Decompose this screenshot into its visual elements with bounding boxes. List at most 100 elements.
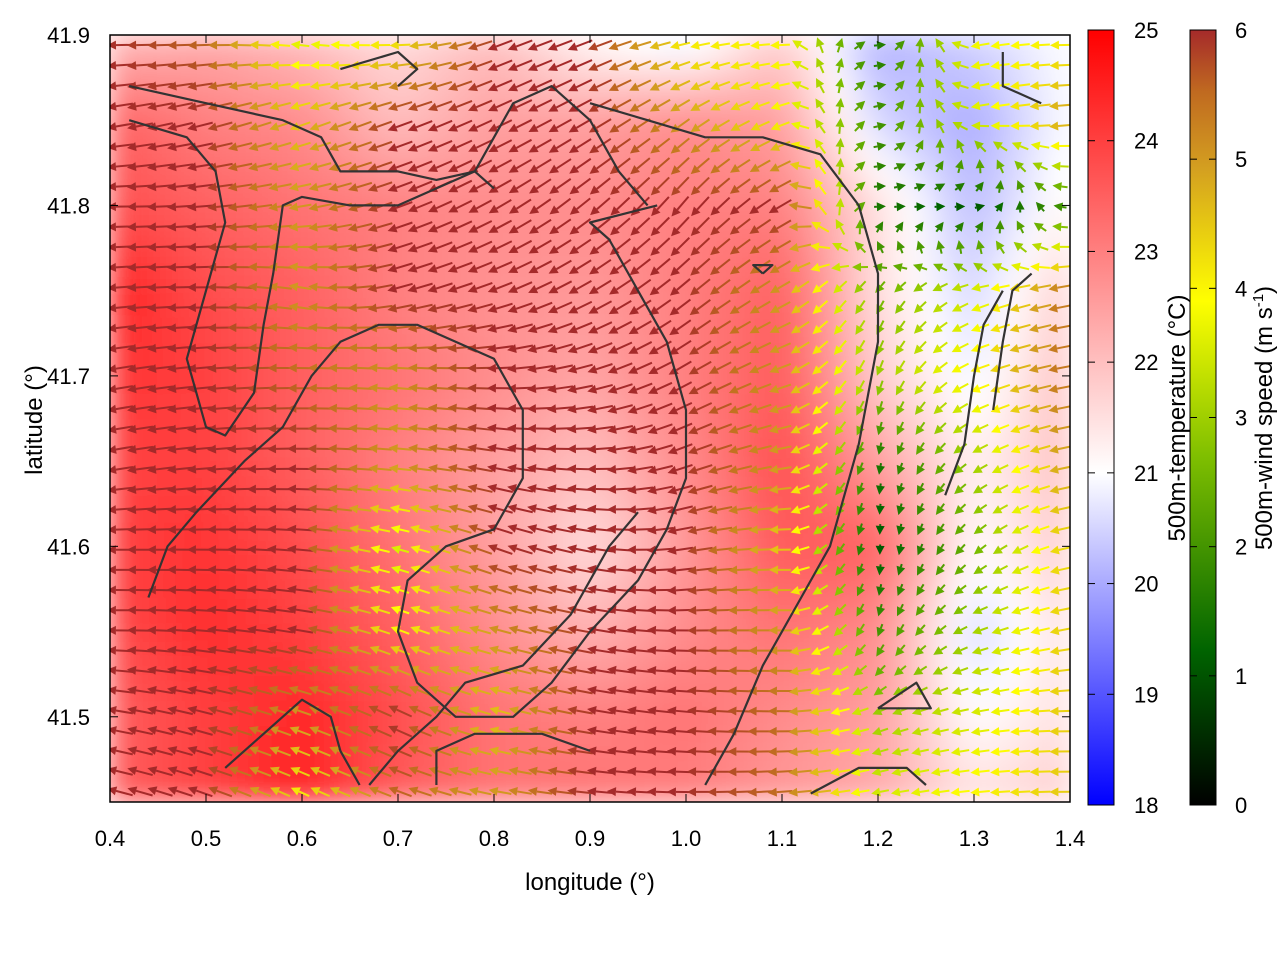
wind-arrow-shaft <box>1038 750 1051 753</box>
heatmap-cell <box>325 238 351 267</box>
heatmap-cell <box>805 391 831 420</box>
wind-arrow-shaft <box>879 442 883 447</box>
heatmap-cell <box>589 673 615 701</box>
heatmap-cell <box>181 187 207 215</box>
heatmap-cell <box>949 110 975 139</box>
heatmap-cell <box>709 673 735 701</box>
heatmap-cell <box>157 136 183 164</box>
heatmap-cell <box>277 289 303 318</box>
heatmap-cell <box>757 724 783 752</box>
heatmap-cell <box>1045 136 1070 164</box>
heatmap-cell <box>901 85 927 113</box>
heatmap-cell <box>901 443 927 471</box>
heatmap-cell <box>1021 673 1047 701</box>
wind-arrow-shaft <box>899 523 903 527</box>
heatmap-cell <box>1021 161 1047 190</box>
wind-arrow-shaft <box>979 769 990 773</box>
heatmap-cell <box>469 289 495 318</box>
heatmap-cell <box>877 289 903 318</box>
heatmap-cell <box>205 35 231 62</box>
heatmap-cell <box>589 468 615 497</box>
wind-arrow-shaft <box>277 265 292 269</box>
heatmap-cell <box>277 468 303 497</box>
heatmap-cell <box>205 136 231 164</box>
heatmap-cell <box>781 391 807 420</box>
heatmap-cell <box>613 519 639 548</box>
heatmap-cell <box>853 570 879 599</box>
wind-arrow-head <box>167 786 178 795</box>
heatmap-cell <box>829 570 855 599</box>
heatmap-cell <box>901 315 927 343</box>
wind-arrow-shaft <box>1018 729 1030 733</box>
wind-arrow-shaft <box>536 790 553 795</box>
heatmap-cell <box>925 622 951 650</box>
wind-arrow-shaft <box>859 563 864 568</box>
heatmap-cell <box>925 136 951 164</box>
heatmap-cell <box>493 570 519 599</box>
heatmap-cell <box>229 35 255 62</box>
heatmap-cell <box>685 673 711 701</box>
heatmap-cell <box>901 366 927 394</box>
heatmap-cell <box>229 187 255 215</box>
heatmap-cell <box>205 468 231 497</box>
heatmap-cell <box>901 35 927 62</box>
heatmap-cell <box>685 212 711 241</box>
wind-arrow-head <box>270 787 281 796</box>
heatmap-cell <box>517 622 543 650</box>
wind-arrow-shaft <box>1018 790 1031 793</box>
wind-arrow-shaft <box>959 789 970 793</box>
heatmap-cell <box>421 519 447 548</box>
heatmap-cell <box>925 187 951 215</box>
heatmap-cell <box>565 391 591 420</box>
heatmap-cell <box>565 110 591 139</box>
heatmap-cell <box>757 59 783 88</box>
wind-arrow-shaft <box>1019 709 1030 713</box>
wind-arrow-shaft <box>436 790 452 797</box>
wind-arrow <box>187 786 213 798</box>
heatmap-cell <box>709 775 735 802</box>
heatmap-cell <box>757 775 783 802</box>
heatmap-cell <box>517 570 543 599</box>
heatmap-cell <box>277 673 303 701</box>
heatmap-cell <box>205 775 231 802</box>
wind-arrow-shaft <box>175 789 193 797</box>
plot-area <box>110 35 1070 802</box>
heatmap-cell <box>445 468 471 497</box>
heatmap-cell <box>637 673 663 701</box>
wind-arrow-head <box>349 786 360 796</box>
wind-arrow-head <box>110 786 118 796</box>
heatmap-cell <box>781 519 807 548</box>
heatmap-cell <box>1045 622 1070 650</box>
heatmap-cell <box>325 519 351 548</box>
heatmap-cell <box>709 340 735 369</box>
heatmap-cell <box>997 673 1023 701</box>
wind-arrow-shaft <box>899 482 903 487</box>
heatmap-cell <box>853 35 879 62</box>
heatmap-cell <box>397 494 423 522</box>
wind-arrow-shaft <box>377 447 392 451</box>
wind-arrow-shaft <box>999 729 1010 733</box>
heatmap-cell <box>997 443 1023 471</box>
heatmap-cell <box>805 238 831 267</box>
heatmap-cell <box>637 775 663 802</box>
heatmap-cell <box>349 340 375 369</box>
heatmap-cell <box>157 238 183 267</box>
heatmap-cell <box>157 673 183 701</box>
heatmap-cell <box>229 238 255 267</box>
heatmap-cell <box>613 212 639 241</box>
heatmap-cell <box>421 570 447 599</box>
heatmap-cell <box>469 622 495 650</box>
heatmap-cell <box>397 468 423 497</box>
heatmap-cell <box>949 673 975 701</box>
heatmap-cell <box>110 673 135 701</box>
heatmap-cell <box>709 519 735 548</box>
wind-arrow-shaft <box>397 387 412 391</box>
heatmap-cell <box>925 673 951 701</box>
heatmap-cell <box>685 570 711 599</box>
heatmap-cell <box>637 724 663 752</box>
heatmap-cell <box>565 161 591 190</box>
wind-arrow-shaft <box>417 427 432 431</box>
heatmap-cell <box>133 187 159 215</box>
wind-arrow <box>448 786 472 796</box>
heatmap-cell <box>829 136 855 164</box>
